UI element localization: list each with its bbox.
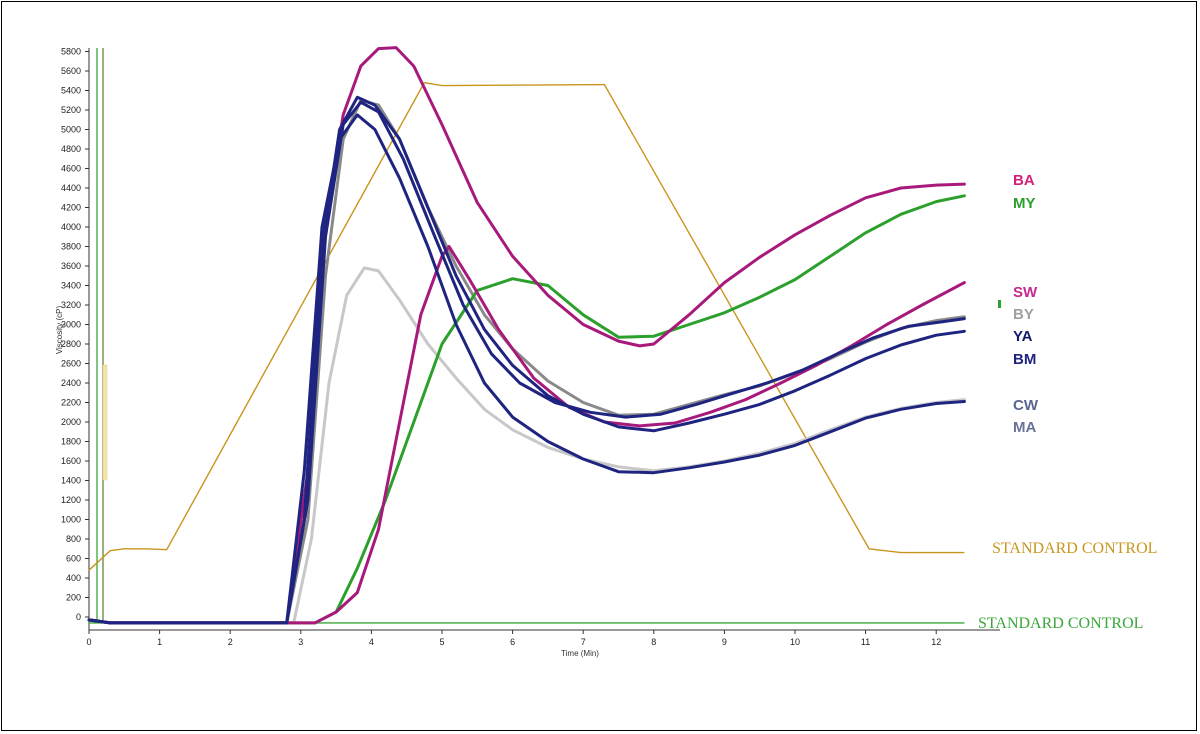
x-tick-label: 10 — [790, 637, 800, 647]
y-tick-label: 1200 — [61, 495, 81, 505]
y-tick-label: 5400 — [61, 86, 81, 96]
series-line-my — [87, 194, 966, 625]
series-line-ma — [87, 266, 966, 625]
x-tick-label: 11 — [861, 637, 870, 647]
y-tick-label: 600 — [66, 554, 81, 564]
series-label-ya: YA — [1013, 328, 1033, 345]
y-tick-label: 4000 — [61, 222, 81, 232]
y-tick-label: 800 — [66, 534, 81, 544]
y-tick-label: 2800 — [61, 339, 81, 349]
x-tick-label: 8 — [651, 637, 656, 647]
y-tick-label: 2600 — [61, 359, 81, 369]
y-tick-label: 3600 — [61, 261, 81, 271]
series-line-ba — [87, 46, 966, 625]
y-tick-label: 4800 — [61, 144, 81, 154]
x-tick-label: 9 — [722, 637, 727, 647]
x-tick-label: 1 — [157, 637, 162, 647]
series-line-cw — [87, 113, 966, 625]
standard-control-baseline-label: STANDARD CONTROL — [978, 615, 1143, 632]
x-tick-label: 5 — [439, 637, 444, 647]
series-label-bm: BM — [1013, 351, 1036, 368]
series-lines — [87, 46, 966, 625]
standard-control-temperature-line — [88, 81, 965, 571]
series-line-bm — [87, 100, 966, 625]
y-tick-label: 4200 — [61, 203, 81, 213]
x-tick-label: 6 — [510, 637, 515, 647]
y-tick-label: 3400 — [61, 281, 81, 291]
series-line-ya — [87, 95, 966, 625]
startup-marker — [102, 364, 108, 481]
y-tick-label: 5800 — [61, 47, 81, 57]
y-tick-label: 1800 — [61, 437, 81, 447]
y-tick-label: 400 — [66, 573, 81, 583]
y-tick-label: 1400 — [61, 476, 81, 486]
series-label-ma: MA — [1013, 419, 1036, 436]
series-label-sw: SW — [1013, 284, 1038, 301]
x-tick-label: 2 — [228, 637, 233, 647]
x-tick-label: 3 — [298, 637, 303, 647]
x-axis-label: Time (Min) — [561, 649, 599, 658]
y-tick-label: 5200 — [61, 105, 81, 115]
standard-control-temperature-label: STANDARD CONTROL — [992, 540, 1157, 557]
y-tick-label: 1600 — [61, 456, 81, 466]
series-label-by: BY — [1013, 306, 1034, 323]
series-label-my: MY — [1013, 195, 1036, 212]
series-label-ba: BA — [1013, 172, 1035, 189]
y-tick-label: 2400 — [61, 378, 81, 388]
y-tick-label: 3800 — [61, 242, 81, 252]
series-label-cw: CW — [1013, 397, 1039, 414]
y-tick-label: 3200 — [61, 300, 81, 310]
y-tick-label: 200 — [66, 593, 81, 603]
series-labels: BA MY SW BY YA BM CW MA STANDARD CONTROL STANDARD… — [978, 172, 1157, 632]
series-end-marker — [998, 300, 1001, 308]
y-tick-label: 0 — [76, 612, 81, 622]
y-tick-label: 3000 — [61, 320, 81, 330]
y-tick-label: 5600 — [61, 66, 81, 76]
y-tick-label: 5000 — [61, 125, 81, 135]
x-tick-label: 12 — [931, 637, 941, 647]
y-tick-label: 4600 — [61, 164, 81, 174]
y-axis-label: Viscosity (cP) — [55, 306, 64, 355]
x-tick-label: 0 — [86, 637, 91, 647]
x-tick-label: 4 — [369, 637, 374, 647]
axes: 0 200 400 600 800 1000 1200 1400 1600 1800 2000 220… — [55, 47, 1000, 658]
series-line-sw — [87, 245, 966, 625]
y-tick-label: 4400 — [61, 183, 81, 193]
y-tick-label: 1000 — [61, 515, 81, 525]
y-tick-label: 2000 — [61, 417, 81, 427]
x-tick-label: 7 — [581, 637, 586, 647]
series-line-by — [87, 98, 966, 625]
y-tick-label: 2200 — [61, 398, 81, 408]
